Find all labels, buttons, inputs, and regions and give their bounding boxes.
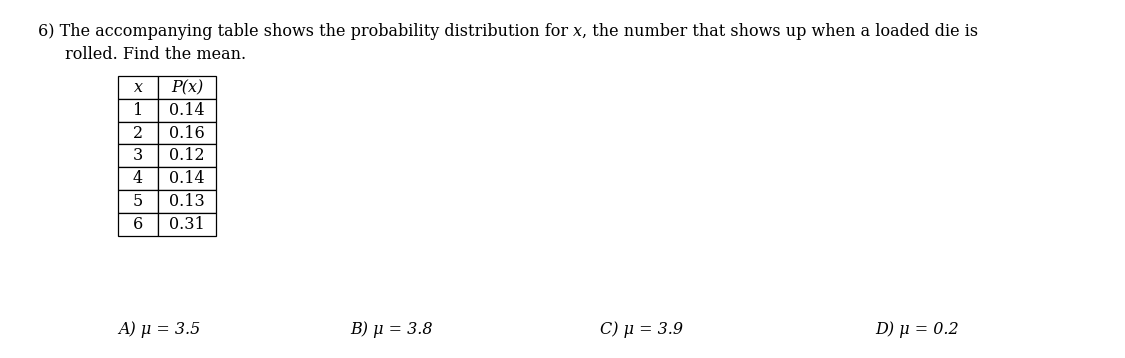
- Text: 3: 3: [133, 147, 143, 164]
- Text: 5: 5: [133, 193, 143, 210]
- Text: rolled. Find the mean.: rolled. Find the mean.: [65, 46, 246, 63]
- Text: 1: 1: [133, 102, 143, 119]
- Text: x: x: [134, 79, 143, 96]
- Bar: [158, 190, 216, 213]
- Text: P(x): P(x): [171, 79, 204, 96]
- Bar: [158, 122, 216, 144]
- Text: A) μ = 3.5: A) μ = 3.5: [118, 321, 200, 338]
- Bar: [118, 167, 158, 190]
- Bar: [118, 99, 158, 122]
- Bar: [158, 99, 216, 122]
- Text: 0.31: 0.31: [169, 216, 205, 233]
- Text: 0.13: 0.13: [169, 193, 205, 210]
- Text: 0.14: 0.14: [169, 170, 205, 187]
- Text: 6) The accompanying table shows the probability distribution for: 6) The accompanying table shows the prob…: [38, 23, 574, 39]
- Text: 0.14: 0.14: [169, 102, 205, 119]
- Text: B) μ = 3.8: B) μ = 3.8: [350, 321, 432, 338]
- Text: 4: 4: [133, 170, 143, 187]
- Text: x: x: [574, 23, 583, 39]
- Bar: [158, 167, 216, 190]
- Text: C) μ = 3.9: C) μ = 3.9: [600, 321, 683, 338]
- Text: 6: 6: [133, 216, 143, 233]
- Bar: [118, 213, 158, 236]
- Text: 2: 2: [133, 125, 143, 141]
- Bar: [158, 76, 216, 99]
- Text: D) μ = 0.2: D) μ = 0.2: [875, 321, 958, 338]
- Bar: [118, 144, 158, 167]
- Bar: [118, 190, 158, 213]
- Text: 0.12: 0.12: [169, 147, 205, 164]
- Bar: [158, 144, 216, 167]
- Bar: [118, 122, 158, 144]
- Bar: [118, 76, 158, 99]
- Bar: [158, 213, 216, 236]
- Text: 0.16: 0.16: [169, 125, 205, 141]
- Text: , the number that shows up when a loaded die is: , the number that shows up when a loaded…: [583, 23, 979, 39]
